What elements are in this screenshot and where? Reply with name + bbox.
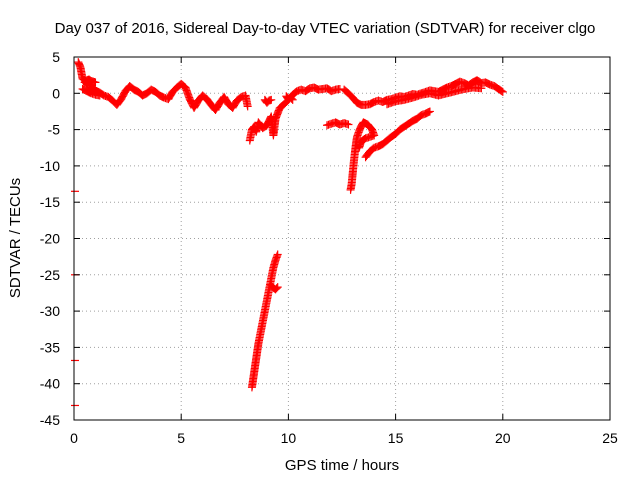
data-point bbox=[267, 95, 276, 104]
y-tick-labels: 5 0 -5 -10 -15 -20 -25 -30 -35 -40 -45 bbox=[40, 49, 60, 428]
y-tick-label: -35 bbox=[40, 339, 60, 355]
data-point bbox=[288, 95, 297, 104]
data-point bbox=[95, 91, 104, 100]
y-tick-label: -25 bbox=[40, 267, 60, 283]
y-tick-label: -20 bbox=[40, 231, 60, 247]
data-point bbox=[477, 84, 486, 93]
x-tick-label: 5 bbox=[177, 430, 185, 446]
data-point bbox=[273, 283, 282, 292]
data-point bbox=[91, 78, 100, 87]
y-tick-label: 5 bbox=[52, 49, 60, 65]
data-point bbox=[498, 87, 507, 96]
data-point bbox=[243, 102, 252, 111]
x-tick-label: 10 bbox=[281, 430, 297, 446]
x-tick-label: 15 bbox=[388, 430, 404, 446]
data-point bbox=[497, 87, 506, 96]
data-point bbox=[355, 143, 364, 152]
x-tick-label: 0 bbox=[70, 430, 78, 446]
y-tick-label: -30 bbox=[40, 303, 60, 319]
y-axis-label: SDTVAR / TECUs bbox=[7, 178, 24, 298]
data-point bbox=[425, 107, 434, 116]
x-axis-label: GPS time / hours bbox=[285, 457, 399, 474]
data-point bbox=[358, 136, 367, 145]
grid-lines bbox=[74, 57, 610, 420]
data-point bbox=[287, 94, 296, 103]
x-tick-labels: 0 5 10 15 20 25 bbox=[70, 430, 618, 446]
y-tick-label: -5 bbox=[48, 122, 61, 138]
data-point bbox=[273, 250, 282, 259]
data-point bbox=[344, 120, 353, 129]
chart-title: Day 037 of 2016, Sidereal Day-to-day VTE… bbox=[55, 20, 596, 37]
data-point bbox=[335, 84, 344, 93]
y-tick-label: -10 bbox=[40, 158, 60, 174]
axis-ticks bbox=[73, 56, 611, 421]
x-tick-label: 25 bbox=[602, 430, 618, 446]
y-tick-label: -45 bbox=[40, 412, 60, 428]
data-point bbox=[272, 284, 281, 293]
data-points bbox=[71, 58, 507, 407]
y-tick-label: -40 bbox=[40, 376, 60, 392]
x-tick-label: 20 bbox=[495, 430, 511, 446]
data-point bbox=[303, 85, 312, 94]
y-tick-label: -15 bbox=[40, 194, 60, 210]
y-tick-label: 0 bbox=[52, 85, 60, 101]
